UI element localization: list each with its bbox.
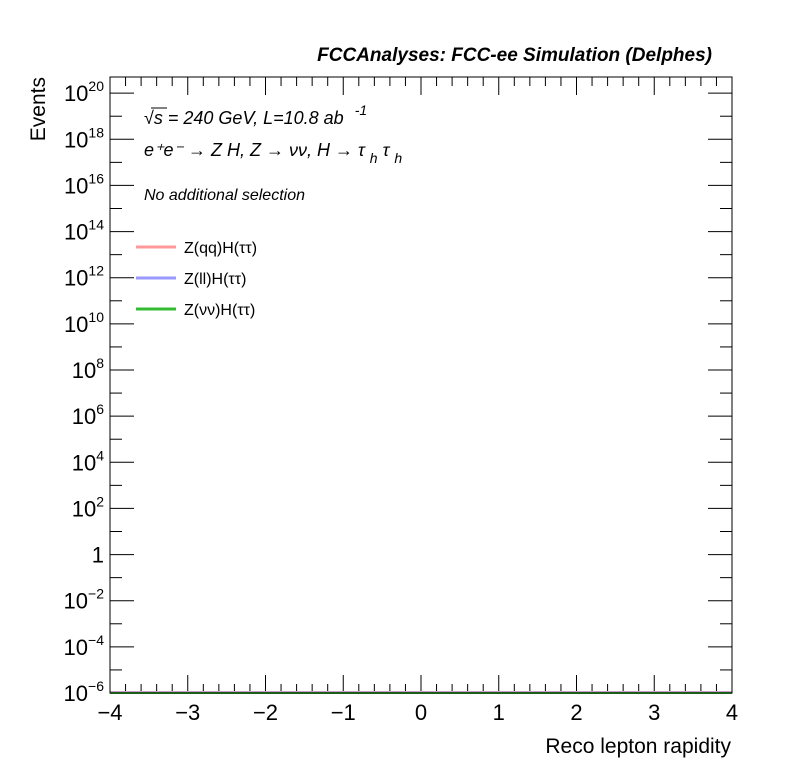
energy-annotation: √s = 240 GeV, L=10.8 ab -1 [144, 102, 367, 128]
legend-label: Z(ll)H(ττ) [184, 271, 246, 288]
y-tick-label: 1 [92, 543, 104, 568]
y-tick-label: 1020 [64, 78, 104, 106]
selection-annotation: No additional selection [144, 187, 305, 204]
x-tick-label: 2 [570, 700, 582, 725]
x-tick-label: −4 [97, 700, 122, 725]
plot-frame [109, 76, 733, 694]
x-axis-label: Reco lepton rapidity [545, 735, 731, 758]
y-tick-label: 106 [72, 401, 104, 429]
svg-text:√s = 240 GeV, L=10.8 ab: √s = 240 GeV, L=10.8 ab -1 [144, 102, 367, 128]
x-tick-label: −2 [253, 700, 278, 725]
process-text: e⁺e⁻ → Z H, Z → νν, H → τ [144, 140, 366, 160]
legend-label: Z(qq)H(ττ) [184, 240, 257, 257]
process-subscript-1: h [370, 150, 378, 166]
y-tick-label: 1016 [64, 170, 104, 198]
process-tau-2: τ [383, 140, 391, 160]
y-tick-label: 10−2 [64, 586, 105, 614]
x-tick-label: 3 [648, 700, 660, 725]
chart-title: FCCAnalyses: FCC-ee Simulation (Delphes) [317, 45, 712, 66]
axis-ticks [109, 77, 733, 694]
process-annotation: e⁺e⁻ → Z H, Z → νν, H → τ h τ h [144, 140, 402, 167]
y-axis-label: Events [27, 77, 50, 141]
y-tick-label: 1014 [64, 217, 104, 245]
process-subscript-2: h [394, 150, 402, 166]
x-tick-label: −3 [175, 700, 200, 725]
y-tick-label: 102 [72, 493, 104, 521]
x-tick-labels: −4 −3 −2 −1 0 1 2 3 4 [97, 700, 738, 725]
energy-exponent: -1 [355, 102, 367, 118]
x-tick-label: 4 [726, 700, 738, 725]
legend-label: Z(νν)H(ττ) [184, 302, 255, 319]
x-tick-label: −1 [331, 700, 356, 725]
y-tick-label: 1010 [64, 309, 104, 337]
y-tick-label: 104 [72, 447, 104, 475]
y-tick-label: 10−4 [64, 632, 105, 660]
y-tick-labels: 1020 1018 1016 1014 1012 1010 108 106 104 102 1 10−… [64, 78, 105, 706]
svg-text:e⁺e⁻ → Z H, Z → νν, H → τ: e⁺e⁻ → Z H, Z → νν, H → τ h τ h [144, 140, 402, 167]
y-tick-label: 10−6 [64, 678, 105, 706]
energy-text: √s = 240 GeV, L=10.8 ab [144, 108, 344, 128]
y-tick-label: 108 [72, 355, 104, 383]
x-tick-label: 1 [493, 700, 505, 725]
y-tick-label: 1018 [64, 124, 104, 152]
y-tick-label: 1012 [64, 263, 104, 291]
x-tick-label: 0 [415, 700, 427, 725]
legend: Z(qq)H(ττ) Z(ll)H(ττ) Z(νν)H(ττ) [136, 240, 257, 319]
